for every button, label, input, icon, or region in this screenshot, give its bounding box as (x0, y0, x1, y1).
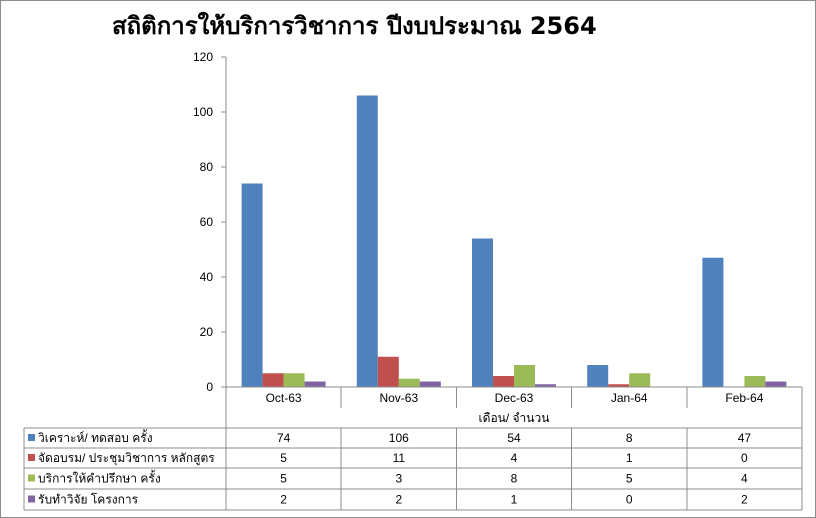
bar-Oct-63-3 (304, 381, 326, 387)
table-cell: 74 (277, 431, 291, 445)
y-tick-label: 100 (193, 105, 213, 119)
bar-Dec-63-3 (535, 384, 556, 387)
x-tick-label: Jan-64 (611, 391, 648, 405)
bar-Dec-63-1 (493, 376, 514, 387)
bar-Jan-64-2 (629, 373, 651, 387)
legend-label: รับทำวิจัย โครงการ (38, 493, 139, 507)
table-cell: 54 (507, 431, 521, 445)
bar-Feb-64-2 (744, 376, 766, 387)
x-tick-label: Feb-64 (725, 391, 763, 405)
table-cell: 5 (626, 472, 633, 486)
table-cell: 2 (395, 493, 402, 507)
legend-label: บริการให้คำปรึกษา ครั้ง (38, 470, 161, 486)
bar-Dec-63-0 (472, 238, 493, 387)
legend-label: วิเคราะห์/ ทดสอบ ครั้ง (38, 429, 153, 445)
table-cell: 106 (389, 431, 409, 445)
table-cell: 1 (511, 493, 518, 507)
legend-key (28, 434, 35, 441)
table-cell: 5 (280, 472, 287, 486)
x-tick-label: Dec-63 (495, 391, 534, 405)
table-cell: 0 (741, 451, 748, 465)
bar-Feb-64-0 (702, 257, 724, 387)
bar-Oct-63-2 (283, 373, 305, 387)
y-tick-label: 80 (200, 160, 214, 174)
table-cell: 47 (738, 431, 752, 445)
bar-Dec-63-2 (514, 365, 535, 387)
x-tick-label: Nov-63 (379, 391, 418, 405)
table-cell: 5 (280, 451, 287, 465)
table-cell: 11 (393, 451, 406, 465)
table-cell: 1 (626, 451, 633, 465)
table-cell: 2 (280, 493, 287, 507)
table-cell: 4 (741, 472, 748, 486)
bar-Jan-64-0 (587, 365, 609, 387)
bar-Feb-64-3 (765, 381, 787, 387)
table-cell: 2 (741, 493, 748, 507)
y-tick-label: 20 (200, 325, 214, 339)
chart-title: สถิติการให้บริการวิชาการ ปีงบประมาณ 2564 (112, 12, 597, 40)
legend-key (28, 495, 35, 503)
x-axis-title: เดือน/ จำนวน (479, 411, 550, 425)
legend-key (28, 474, 35, 482)
table-cell: 4 (511, 451, 518, 465)
bar-Nov-63-1 (377, 356, 399, 387)
table-cell: 0 (626, 493, 633, 507)
bar-Nov-63-2 (398, 378, 420, 387)
bar-Oct-63-0 (241, 183, 263, 387)
bar-Jan-64-1 (608, 384, 630, 387)
bar-Nov-63-3 (419, 381, 441, 387)
legend-key (28, 454, 35, 461)
table-cell: 8 (511, 472, 518, 486)
table-cell: 3 (395, 472, 402, 486)
bar-Oct-63-1 (262, 373, 284, 387)
y-tick-label: 0 (206, 380, 213, 394)
bar-Nov-63-0 (356, 95, 378, 387)
table-cell: 8 (626, 431, 633, 445)
y-tick-label: 60 (200, 215, 214, 229)
legend-label: จัดอบรม/ ประชุมวิชาการ หลักสูตร (38, 451, 215, 466)
y-tick-label: 120 (193, 50, 213, 64)
x-tick-label: Oct-63 (266, 391, 302, 405)
y-tick-label: 40 (200, 270, 214, 284)
